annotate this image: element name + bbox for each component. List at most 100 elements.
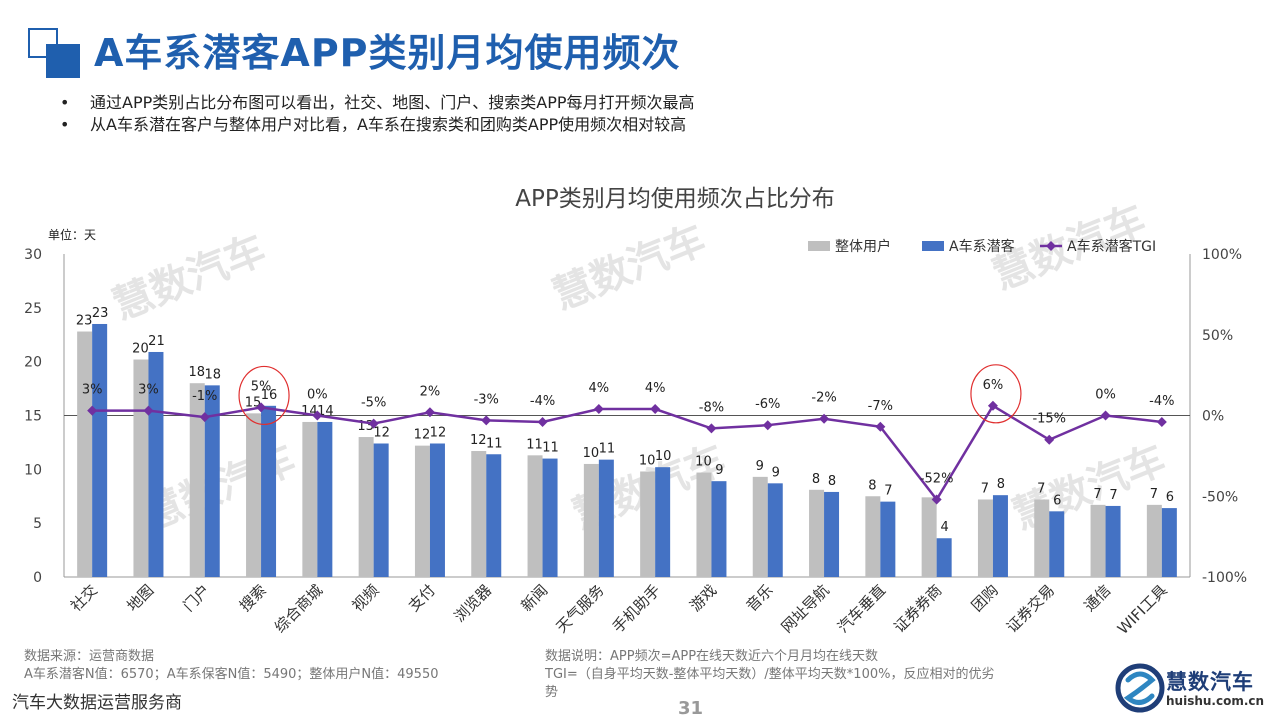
- bar-a-series: [486, 454, 502, 577]
- bar-overall: [414, 445, 430, 577]
- y-left-tick-label: 5: [33, 516, 42, 532]
- bar-a-series: [767, 483, 783, 577]
- tgi-marker: [1044, 434, 1055, 445]
- chart-title: APP类别月均使用频次占比分布: [515, 186, 834, 212]
- watermark-text: 慧数汽车: [107, 227, 273, 330]
- tgi-label: -15%: [1032, 412, 1066, 427]
- bar-overall: [809, 489, 825, 577]
- bar-overall: [77, 331, 93, 577]
- bar-overall: [640, 471, 656, 577]
- tgi-marker: [199, 412, 210, 423]
- tgi-label: 3%: [82, 383, 103, 398]
- bar-overall: [696, 472, 712, 577]
- bar-overall: [527, 455, 543, 577]
- legend-label: A车系潜客TGI: [1067, 238, 1156, 255]
- bar-overall: [133, 359, 149, 577]
- tgi-label: 6%: [983, 378, 1004, 393]
- bar-overall-label: 12: [414, 428, 431, 443]
- tgi-marker: [706, 423, 717, 434]
- y-left-tick-label: 15: [24, 409, 42, 425]
- category-label: 证券交易: [1003, 581, 1058, 636]
- watermark-text: 慧数汽车: [547, 217, 713, 320]
- category-label: 浏览器: [451, 581, 496, 626]
- note-line-3: 势: [545, 685, 559, 700]
- tgi-label: 4%: [645, 381, 666, 396]
- tgi-marker: [650, 404, 661, 415]
- bar-overall: [977, 499, 993, 577]
- bar-overall-label: 12: [470, 433, 487, 448]
- legend-label: 整体用户: [835, 238, 891, 255]
- bar-a-series-label: 11: [486, 436, 503, 451]
- tgi-marker: [1100, 410, 1111, 421]
- category-label: 新闻: [517, 581, 551, 615]
- tgi-label: -3%: [474, 392, 499, 407]
- y-right-tick-label: -50%: [1202, 489, 1238, 505]
- bar-overall-label: 7: [1150, 487, 1158, 502]
- company-tagline: 汽车大数据运营服务商: [12, 693, 182, 713]
- category-label: 通信: [1080, 581, 1114, 615]
- tgi-label: -4%: [530, 394, 555, 409]
- bar-a-series-label: 8: [997, 477, 1005, 492]
- bar-a-series-label: 9: [715, 463, 723, 478]
- bar-a-series-label: 21: [148, 334, 165, 349]
- legend-swatch: [808, 241, 830, 251]
- tgi-label: -52%: [920, 471, 954, 486]
- bar-overall: [246, 413, 262, 577]
- bar-a-series: [1049, 511, 1065, 577]
- tgi-marker: [537, 416, 548, 427]
- bar-overall: [1146, 504, 1162, 577]
- tgi-marker: [931, 494, 942, 505]
- bar-overall-label: 7: [981, 481, 989, 496]
- category-label: 门户: [180, 581, 214, 615]
- y-left-tick-label: 10: [24, 462, 42, 478]
- highlight-circle: [970, 364, 1022, 424]
- tgi-label: -2%: [811, 391, 836, 406]
- tgi-marker: [256, 402, 267, 413]
- highlight-circle: [238, 365, 290, 426]
- bar-overall: [865, 496, 881, 577]
- y-left-tick-label: 30: [24, 247, 42, 263]
- category-label: 汽车垂直: [834, 581, 889, 636]
- summary-bullets: 通过APP类别占比分布图可以看出，社交、地图、门户、搜索类APP每月打开频次最高…: [60, 92, 695, 136]
- category-label: 社交: [67, 581, 101, 615]
- bar-a-series-label: 11: [599, 442, 616, 457]
- y-left-tick-label: 20: [24, 355, 42, 371]
- category-label: 网址导航: [778, 581, 833, 636]
- bar-overall-label: 11: [526, 437, 543, 452]
- tgi-marker: [593, 404, 604, 415]
- tgi-marker: [368, 418, 379, 429]
- bar-overall-label: 7: [1093, 487, 1101, 502]
- tgi-marker: [424, 407, 435, 418]
- tgi-marker: [312, 410, 323, 421]
- tgi-label: 4%: [589, 381, 610, 396]
- bar-a-series-label: 18: [204, 367, 221, 382]
- category-label: 手机助手: [609, 581, 664, 636]
- bar-a-series: [992, 495, 1008, 577]
- category-label: 天气服务: [553, 581, 608, 636]
- bar-a-series: [429, 443, 445, 577]
- title-decoration-fill: [46, 44, 80, 78]
- page-title: A车系潜客APP类别月均使用频次: [94, 31, 681, 75]
- bar-a-series-label: 23: [92, 306, 109, 321]
- bar-a-series-label: 6: [1053, 493, 1061, 508]
- bar-overall: [1090, 504, 1106, 577]
- bar-overall-label: 10: [639, 453, 656, 468]
- tgi-label: 0%: [1095, 388, 1116, 403]
- bar-a-series: [655, 467, 671, 577]
- tgi-marker: [1156, 416, 1167, 427]
- tgi-marker: [875, 421, 886, 432]
- y-right-tick-label: 0%: [1202, 409, 1224, 425]
- category-label: 团购: [968, 581, 1002, 615]
- brand-logo-icon: [1115, 663, 1165, 713]
- bar-a-series-label: 16: [261, 388, 278, 403]
- bar-overall: [358, 437, 374, 577]
- bar-a-series-label: 9: [772, 465, 780, 480]
- tgi-line: [92, 404, 1162, 502]
- bar-a-series-label: 6: [1166, 490, 1174, 505]
- source-detail: A车系潜客N值：6570；A车系保客N值：5490；整体用户N值：49550: [24, 667, 439, 682]
- unit-label: 单位：天: [48, 227, 96, 242]
- category-label: 视频: [349, 581, 383, 615]
- category-label: 音乐: [743, 581, 777, 615]
- tgi-label: -5%: [361, 396, 386, 411]
- data-note: 数据说明：APP频次=APP在线天数近六个月月均在线天数 TGI=（自身平均天数…: [545, 648, 1105, 702]
